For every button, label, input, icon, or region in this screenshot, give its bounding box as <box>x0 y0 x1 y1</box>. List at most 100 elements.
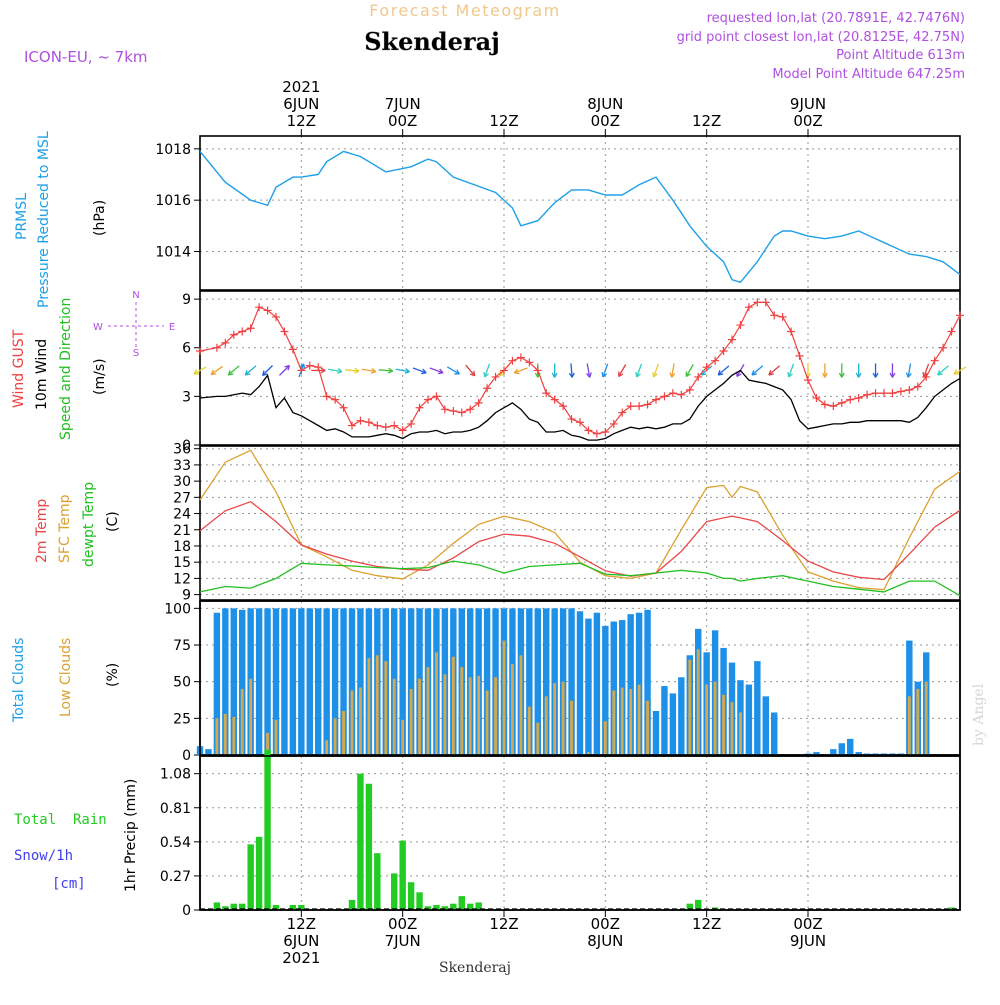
gust-marker <box>323 392 331 400</box>
wind-arrow <box>619 364 626 376</box>
wind-10m-label: 10m Wind <box>34 339 50 410</box>
wind-arrow <box>938 366 949 375</box>
low-cloud-bar <box>342 711 345 755</box>
low-cloud-bar <box>469 677 472 755</box>
low-cloud-bar <box>359 688 362 755</box>
temp-2m-label: 2m Temp <box>34 499 50 563</box>
gust-marker <box>568 415 576 423</box>
compass-west: W <box>93 322 103 333</box>
total-cloud-bar <box>256 608 262 755</box>
low-cloud-bar <box>232 717 235 755</box>
y-tick-label: 25 <box>173 711 191 727</box>
low-cloud-bar <box>325 740 328 755</box>
bottom-time-label: 00Z <box>388 915 417 933</box>
wind-arrow <box>653 364 659 377</box>
low-cloud-bar <box>688 660 691 755</box>
wind-arrow <box>873 363 878 377</box>
gust-marker <box>787 328 795 336</box>
low-cloud-bar <box>334 718 337 755</box>
y-tick-label: 0.54 <box>160 835 191 851</box>
total-cloud-bar <box>661 686 667 755</box>
low-cloud-bar <box>443 674 446 755</box>
panel-frame <box>200 756 960 910</box>
precip-labels: Total Rain Snow/1h [cm] 1hr Precip (mm) <box>14 779 139 892</box>
wind-arrow <box>345 368 359 373</box>
location-title: Skenderaj <box>364 27 500 56</box>
gust-marker <box>931 357 939 365</box>
compass-rose: N S W E <box>93 290 175 359</box>
top-time-label: 9JUN <box>790 95 826 113</box>
top-time-label: 6JUN <box>283 95 319 113</box>
low-cloud-bar <box>714 682 717 755</box>
gust-marker <box>660 392 668 400</box>
wind-arrow <box>752 366 763 375</box>
gust-marker <box>365 418 373 426</box>
credit-watermark: by Angel <box>971 683 987 746</box>
top-time-label: 12Z <box>692 112 721 130</box>
gust-marker <box>736 321 744 329</box>
wind-arrow <box>447 367 459 374</box>
total-cloud-bar <box>577 611 583 755</box>
bottom-time-label: 12Z <box>692 915 721 933</box>
gust-marker <box>939 344 947 352</box>
pressure-line <box>200 151 960 282</box>
total-cloud-bar <box>839 743 845 755</box>
cloud-labels: Total Clouds Low Clouds (%) <box>11 638 121 723</box>
pressure-labels: PRMSL Pressure Reduced to MSL (hPa) <box>14 131 108 308</box>
gust-marker <box>956 311 964 319</box>
low-cloud-bar <box>275 720 278 755</box>
low-cloud-bar <box>621 688 624 755</box>
top-time-label: 00Z <box>591 112 620 130</box>
compass-south: S <box>133 348 139 359</box>
snow-label: Snow/1h <box>14 848 73 864</box>
gust-marker <box>838 399 846 407</box>
total-cloud-bar <box>763 696 769 755</box>
low-cloud-bar <box>241 689 244 755</box>
footer-location: Skenderaj <box>439 960 511 976</box>
y-tick-label: 1018 <box>155 142 191 158</box>
low-cloud-bar <box>604 721 607 755</box>
total-cloud-bar <box>323 608 329 755</box>
pressure-desc-label: Pressure Reduced to MSL <box>36 131 52 308</box>
wind-arrow <box>328 369 342 374</box>
wind-arrow <box>228 366 239 375</box>
gust-marker <box>517 353 525 361</box>
gust-marker <box>888 389 896 397</box>
total-rain-label: Total Rain <box>14 812 107 828</box>
bottom-time-label: 6JUN <box>283 932 319 950</box>
bottom-time-label: 9JUN <box>790 932 826 950</box>
rain-bar <box>459 896 465 910</box>
total-cloud-bar <box>594 613 600 755</box>
low-cloud-bar <box>916 689 919 755</box>
temp-unit-label: (C) <box>105 511 121 532</box>
low-cloud-bar <box>249 679 252 755</box>
low-cloud-bar <box>731 702 734 755</box>
low-cloud-bar <box>536 723 539 755</box>
low-cloud-bar <box>418 679 421 755</box>
low-clouds-label: Low Clouds <box>58 638 74 717</box>
wind-arrow <box>514 368 527 374</box>
gust-marker <box>762 298 770 306</box>
wind-arrow <box>686 364 693 376</box>
y-tick-label: 0.27 <box>160 869 191 885</box>
y-tick-label: 9 <box>182 292 191 308</box>
point-altitude: Point Altitude 613m <box>836 48 965 63</box>
low-cloud-bar <box>511 664 514 755</box>
rain-bar <box>416 892 422 910</box>
total-cloud-bar <box>205 749 211 755</box>
y-tick-label: 30 <box>173 474 191 490</box>
y-tick-label: 3 <box>182 389 191 405</box>
gust-marker <box>880 389 888 397</box>
rain-bar <box>408 882 414 910</box>
wind-arrow <box>413 368 426 374</box>
low-cloud-bar <box>739 712 742 755</box>
rain-bar <box>366 784 372 910</box>
low-cloud-bar <box>925 682 928 755</box>
wind-arrow <box>430 368 443 374</box>
total-cloud-bar <box>670 693 676 755</box>
gust-marker <box>863 391 871 399</box>
low-cloud-bar <box>393 679 396 755</box>
low-cloud-bar <box>908 696 911 755</box>
wind-arrow <box>552 363 557 377</box>
